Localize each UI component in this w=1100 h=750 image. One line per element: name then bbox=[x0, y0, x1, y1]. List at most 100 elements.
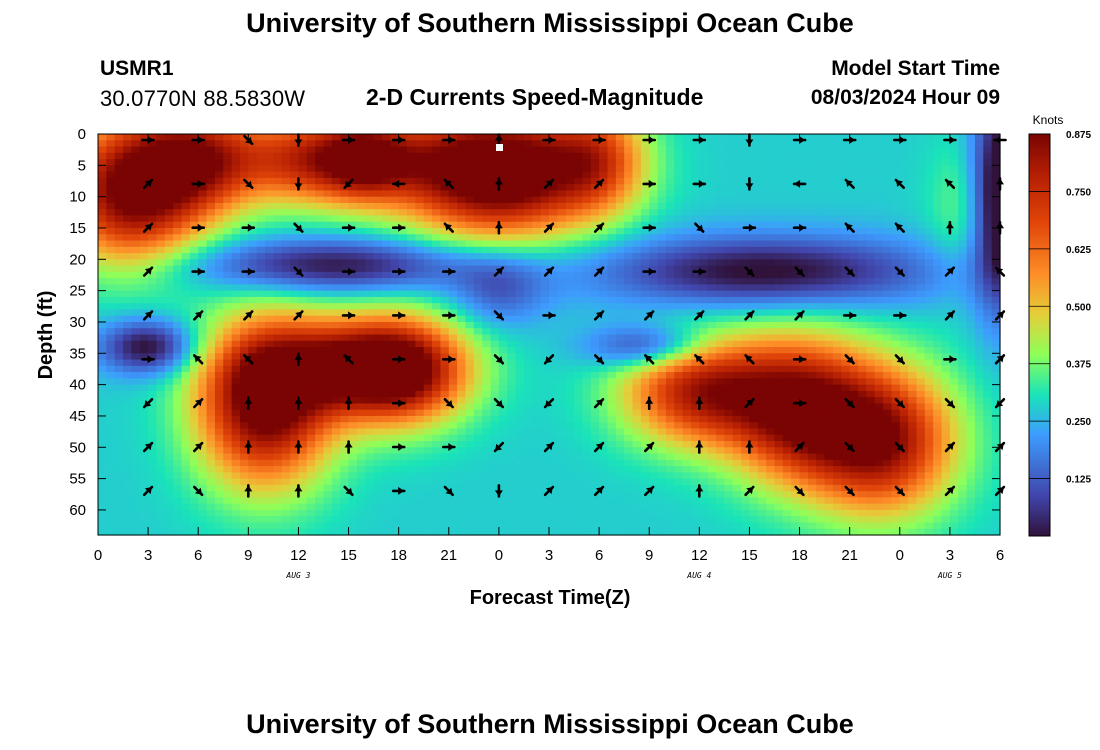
heatmap-cell bbox=[565, 209, 575, 217]
heatmap-cell bbox=[565, 390, 575, 398]
heatmap-cell bbox=[657, 466, 667, 473]
heatmap-cell bbox=[423, 271, 433, 279]
heatmap-cell bbox=[599, 278, 609, 285]
heatmap-cell bbox=[223, 466, 233, 473]
heatmap-cell bbox=[156, 190, 166, 198]
heatmap-cell bbox=[657, 202, 667, 210]
heatmap-cell bbox=[440, 165, 450, 173]
heatmap-cell bbox=[732, 472, 742, 480]
heatmap-cell bbox=[432, 265, 442, 273]
heatmap-cell bbox=[423, 359, 433, 367]
heatmap-cell bbox=[515, 152, 525, 160]
heatmap-cell bbox=[448, 353, 458, 361]
heatmap-cell bbox=[674, 434, 684, 442]
heatmap-cell bbox=[198, 472, 208, 480]
heatmap-cell bbox=[239, 434, 249, 442]
heatmap-cell bbox=[323, 140, 333, 148]
heatmap-cell bbox=[507, 503, 517, 511]
heatmap-cell bbox=[106, 221, 116, 229]
heatmap-cell bbox=[732, 246, 742, 254]
heatmap-cell bbox=[407, 384, 416, 392]
heatmap-cell bbox=[699, 409, 709, 417]
heatmap-cell bbox=[423, 466, 433, 473]
heatmap-cell bbox=[465, 359, 475, 367]
heatmap-cell bbox=[473, 165, 483, 173]
heatmap-cell bbox=[98, 290, 107, 298]
heatmap-cell bbox=[632, 459, 642, 467]
heatmap-cell bbox=[507, 528, 517, 536]
heatmap-cell bbox=[690, 441, 700, 448]
heatmap-cell bbox=[632, 227, 642, 235]
heatmap-cell bbox=[281, 234, 291, 242]
heatmap-cell bbox=[457, 478, 467, 486]
heatmap-cell bbox=[574, 422, 584, 430]
heatmap-cell bbox=[290, 215, 300, 223]
heatmap-cell bbox=[156, 328, 166, 336]
heatmap-cell bbox=[239, 246, 249, 254]
heatmap-cell bbox=[214, 309, 224, 317]
heatmap-cell bbox=[239, 271, 249, 279]
heatmap-cell bbox=[106, 466, 116, 473]
heatmap-cell bbox=[716, 221, 725, 229]
heatmap-cell bbox=[724, 459, 734, 467]
heatmap-cell bbox=[590, 497, 600, 505]
heatmap-cell bbox=[674, 227, 684, 235]
heatmap-cell bbox=[523, 296, 533, 304]
heatmap-cell bbox=[674, 472, 684, 480]
heatmap-cell bbox=[114, 441, 124, 448]
heatmap-cell bbox=[657, 453, 667, 461]
heatmap-cell bbox=[674, 484, 684, 492]
heatmap-cell bbox=[440, 290, 450, 298]
heatmap-cell bbox=[507, 428, 517, 436]
heatmap-cell bbox=[674, 422, 684, 430]
heatmap-cell bbox=[164, 365, 174, 373]
heatmap-cell bbox=[632, 196, 642, 204]
heatmap-cell bbox=[181, 453, 191, 461]
heatmap-cell bbox=[239, 491, 249, 499]
heatmap-cell bbox=[181, 140, 191, 148]
heatmap-cell bbox=[724, 365, 734, 373]
heatmap-cell bbox=[315, 221, 325, 229]
heatmap-cell bbox=[407, 196, 416, 204]
heatmap-cell bbox=[123, 152, 133, 160]
heatmap-cell bbox=[298, 309, 308, 317]
heatmap-cell bbox=[407, 221, 416, 229]
heatmap-cell bbox=[473, 453, 483, 461]
heatmap-cell bbox=[348, 509, 358, 517]
heatmap-cell bbox=[582, 159, 592, 166]
heatmap-cell bbox=[724, 359, 734, 367]
heatmap-cell bbox=[465, 271, 475, 279]
heatmap-cell bbox=[657, 209, 667, 217]
heatmap-cell bbox=[323, 271, 333, 279]
heatmap-cell bbox=[256, 165, 266, 173]
heatmap-cell bbox=[306, 309, 316, 317]
heatmap-cell bbox=[148, 409, 158, 417]
heatmap-cell bbox=[114, 315, 124, 323]
heatmap-cell bbox=[173, 209, 183, 217]
heatmap-cell bbox=[599, 428, 609, 436]
heatmap-cell bbox=[490, 196, 500, 204]
heatmap-cell bbox=[482, 397, 492, 405]
heatmap-cell bbox=[699, 453, 709, 461]
heatmap-cell bbox=[398, 290, 408, 298]
heatmap-cell bbox=[682, 202, 692, 210]
heatmap-cell bbox=[415, 340, 425, 348]
heatmap-cell bbox=[173, 503, 183, 511]
heatmap-cell bbox=[440, 522, 450, 530]
heatmap-cell bbox=[432, 321, 442, 329]
heatmap-cell bbox=[665, 265, 675, 273]
heatmap-cell bbox=[148, 334, 158, 342]
heatmap-cell bbox=[265, 447, 274, 455]
heatmap-cell bbox=[615, 390, 625, 398]
heatmap-cell bbox=[624, 171, 634, 179]
heatmap-cell bbox=[148, 221, 158, 229]
heatmap-cell bbox=[440, 303, 450, 311]
heatmap-cell bbox=[148, 321, 158, 329]
heatmap-cell bbox=[365, 516, 375, 524]
heatmap-cell bbox=[315, 253, 325, 260]
heatmap-cell bbox=[206, 278, 216, 285]
heatmap-cell bbox=[407, 184, 416, 191]
heatmap-cell bbox=[557, 309, 567, 317]
heatmap-cell bbox=[106, 190, 116, 198]
heatmap-cell bbox=[131, 196, 141, 204]
